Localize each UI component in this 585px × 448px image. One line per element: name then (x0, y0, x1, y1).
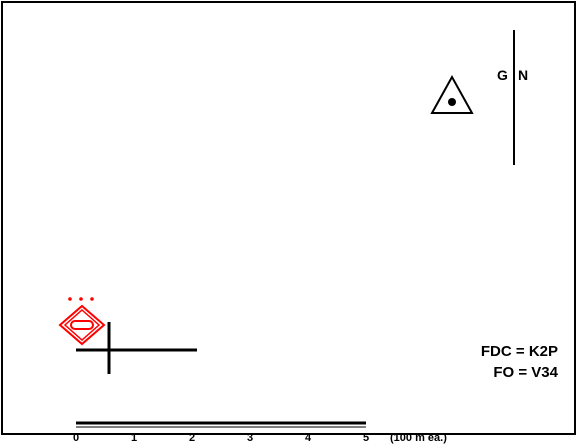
map-frame (1, 1, 576, 435)
unit-diamond-icon[interactable] (58, 297, 106, 346)
scale-unit-label: (100 m ea.) (390, 432, 447, 444)
fo-label: FO = V34 (493, 364, 558, 381)
observation-post-icon[interactable] (430, 74, 474, 114)
true-north-label: N (518, 67, 528, 83)
scale-bar (76, 421, 366, 428)
target-cross-icon[interactable] (76, 322, 197, 374)
scale-tick-label: 4 (305, 432, 312, 444)
grid-north-label: G (497, 67, 508, 83)
scale-tick-label: 2 (189, 432, 195, 444)
fdc-label: FDC = K2P (480, 343, 558, 360)
scale-ticks: 0 1 2 3 4 5 (73, 432, 369, 444)
scale-tick-label: 1 (131, 432, 137, 444)
scale-tick-label: 3 (247, 432, 253, 444)
scale-tick-label: 0 (73, 432, 79, 444)
scale-tick-label: 5 (363, 432, 369, 444)
